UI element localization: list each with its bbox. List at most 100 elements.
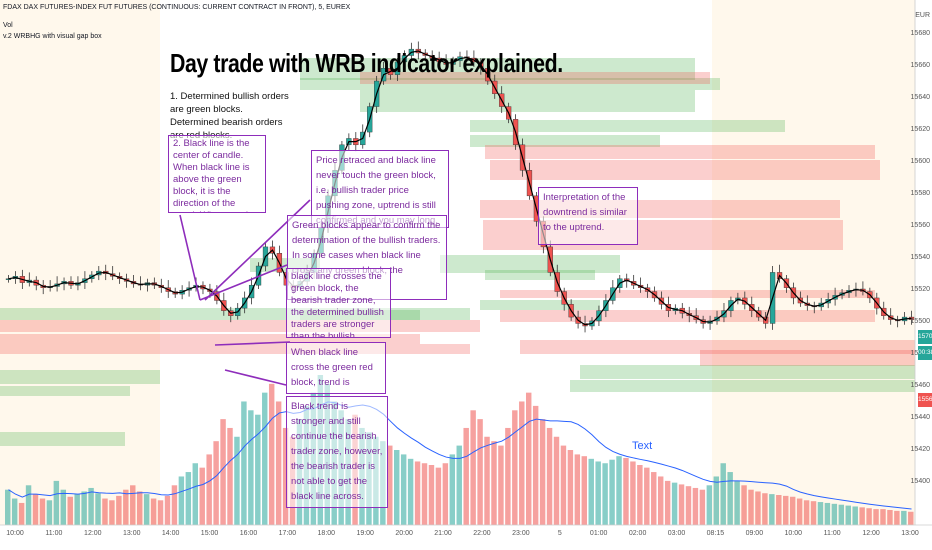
volume-bar	[651, 472, 657, 525]
volume-bar	[435, 467, 442, 525]
volume-bar	[192, 463, 199, 525]
volume-bar	[866, 508, 872, 525]
volume-bar	[282, 427, 289, 525]
volume-bar	[498, 445, 504, 525]
volume-bar	[116, 495, 122, 525]
volume-bar	[456, 445, 462, 525]
annotation-bearish-zone[interactable]: black line crosses the green block, the …	[286, 268, 391, 338]
volume-bar	[74, 494, 80, 525]
volume-bar	[783, 495, 789, 525]
volume-bar	[810, 501, 817, 525]
y-tick-label: 15680	[910, 30, 930, 37]
red-block	[0, 320, 480, 332]
volume-bar	[157, 500, 164, 525]
session-bg	[712, 0, 915, 525]
volume-bar	[699, 489, 706, 525]
x-tick-label: 15:00	[200, 530, 219, 537]
y-axis-unit: EUR	[915, 12, 930, 19]
volume-bar	[449, 454, 456, 525]
volume-bar	[616, 456, 622, 525]
volume-bar	[394, 450, 400, 525]
volume-bar	[539, 419, 546, 525]
red-block	[360, 72, 710, 84]
volume-bar	[762, 493, 768, 525]
red-block	[500, 290, 875, 298]
red-block	[520, 340, 915, 354]
annotation-downtrend[interactable]: Interpretation of the downtrend is simil…	[538, 187, 638, 245]
volume-bar	[901, 510, 907, 525]
price-tag: 15703	[918, 330, 932, 344]
volume-bar	[491, 441, 497, 525]
volume-bar	[748, 489, 754, 525]
red-block	[483, 220, 843, 250]
y-tick-label: 15580	[910, 190, 930, 197]
candle	[5, 278, 12, 280]
annotation-cross[interactable]: When black line cross the green red bloc…	[286, 342, 386, 394]
volume-bar	[692, 487, 699, 525]
volume-bar	[546, 427, 553, 525]
annotation-connector	[224, 369, 287, 386]
volume-ma-line	[8, 401, 912, 510]
volume-bar	[769, 494, 775, 525]
text-label[interactable]: Text	[632, 440, 653, 452]
volume-bar	[109, 500, 115, 525]
x-tick-label: 10:00	[6, 530, 24, 537]
volume-bar	[637, 465, 643, 525]
volume-bar	[32, 494, 39, 525]
volume-bar	[206, 454, 212, 525]
green-block	[470, 120, 785, 132]
y-tick-label: 15500	[910, 318, 930, 325]
volume-bar	[908, 511, 914, 525]
red-block	[700, 350, 915, 366]
volume-bar	[477, 419, 483, 525]
y-tick-label: 15520	[910, 286, 930, 293]
green-block	[0, 432, 125, 446]
y-tick-label: 15400	[910, 478, 930, 485]
volume-bar	[442, 463, 449, 525]
volume-bar	[463, 427, 469, 525]
x-tick-label: 22:00	[473, 530, 491, 537]
volume-bar	[5, 489, 11, 525]
volume-bar	[234, 436, 240, 525]
volume-bar	[755, 491, 761, 525]
y-tick-label: 15660	[910, 62, 930, 69]
volume-bar	[623, 457, 629, 525]
volume-bar	[227, 427, 233, 525]
volume-bar	[81, 491, 87, 525]
volume-bar	[887, 510, 893, 525]
volume-bar	[268, 383, 275, 525]
y-tick-label: 15440	[910, 414, 930, 421]
volume-bar	[123, 489, 129, 525]
wrb-indicator-label[interactable]: v.2 WRBHG with visual gap box	[3, 33, 102, 40]
x-tick-label: 12:00	[84, 530, 102, 537]
volume-bar	[130, 485, 136, 525]
volume-bar	[95, 493, 101, 525]
y-tick-label: 15540	[910, 254, 930, 261]
volume-bar	[734, 480, 740, 525]
x-tick-label: 19:00	[356, 530, 374, 537]
green-block	[300, 78, 720, 90]
y-tick-label: 15640	[910, 94, 930, 101]
volume-bar	[685, 486, 692, 525]
annotation-lower[interactable]: Black trend is stronger and still contin…	[286, 396, 388, 508]
volume-bar	[11, 498, 18, 525]
volume-bar	[25, 485, 32, 525]
volume-bar	[171, 485, 178, 525]
volume-bar	[560, 445, 567, 525]
x-tick-label: 14:00	[161, 530, 180, 537]
x-tick-label: 09:00	[745, 530, 764, 537]
x-tick-label: 5	[557, 530, 562, 537]
y-tick-label: 15420	[910, 446, 930, 453]
x-tick-label: 21:00	[434, 530, 452, 537]
volume-bar	[414, 461, 421, 525]
volume-bar	[88, 487, 94, 525]
volume-bar	[150, 498, 157, 525]
volume-bar	[519, 401, 525, 525]
volume-indicator-label[interactable]: Vol	[3, 22, 13, 29]
volume-bar	[859, 507, 865, 525]
y-tick-label: 15460	[910, 382, 930, 389]
volume-bar	[262, 392, 268, 525]
x-tick-label: 20:00	[395, 530, 413, 537]
annotation-black-line[interactable]: 2. Black line is the center of candle. W…	[168, 135, 266, 213]
